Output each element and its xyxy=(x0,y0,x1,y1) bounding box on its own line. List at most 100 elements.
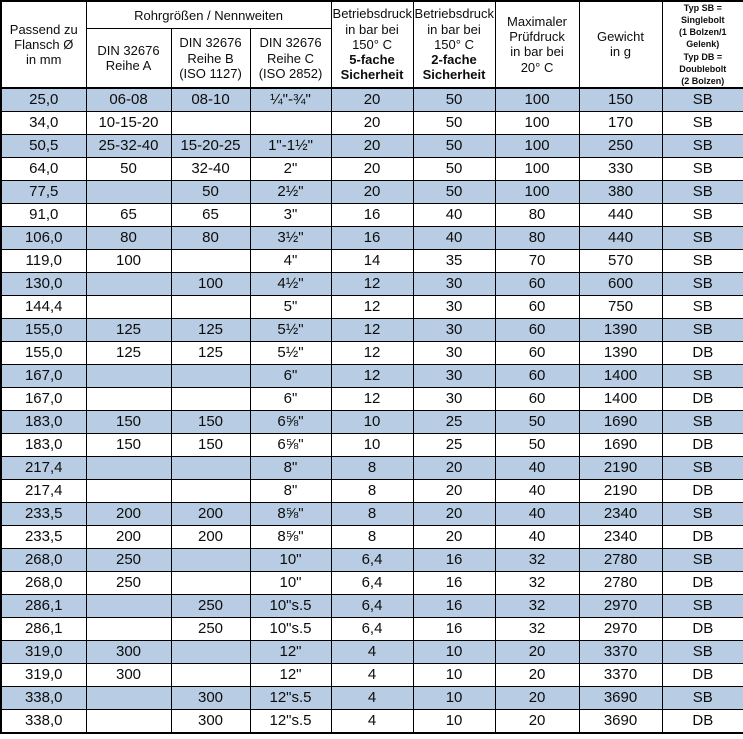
table-cell: 30 xyxy=(412,294,496,319)
table-cell: 6" xyxy=(249,363,332,388)
table-cell xyxy=(85,271,172,296)
table-cell: 12 xyxy=(330,317,414,342)
table-cell xyxy=(170,570,251,595)
table-cell: 20 xyxy=(494,662,580,687)
table-cell: 30 xyxy=(412,271,496,296)
table-row: 25,0 06-08 08-10 ¼"-¾" 20 50 100 150 SB xyxy=(0,87,743,112)
table-cell: 2190 xyxy=(578,478,663,503)
table-cell: 200 xyxy=(170,524,251,549)
table-cell: 2340 xyxy=(578,501,663,526)
table-cell: SB xyxy=(661,248,743,273)
table-cell: SB xyxy=(661,202,743,227)
table-cell: 570 xyxy=(578,248,663,273)
table-cell: 155,0 xyxy=(0,340,87,365)
table-cell: DB xyxy=(661,570,743,595)
table-cell: 250 xyxy=(170,593,251,618)
table-cell: 25-32-40 xyxy=(85,133,172,158)
table-row: 106,0 80 80 3½" 16 40 80 440 SB xyxy=(0,225,743,250)
table-cell: 30 xyxy=(412,386,496,411)
table-cell xyxy=(170,662,251,687)
table-cell: 50,5 xyxy=(0,133,87,158)
table-cell: 286,1 xyxy=(0,593,87,618)
table-cell: 30 xyxy=(412,340,496,365)
header-gewicht: Gewicht in g xyxy=(578,0,663,89)
table-cell: 8⅝" xyxy=(249,524,332,549)
table-cell: 300 xyxy=(170,708,251,734)
header-typ: Typ SB = Singlebolt (1 Bolzen/1 Gelenk) … xyxy=(661,0,743,89)
table-cell: 1400 xyxy=(578,363,663,388)
table-cell: 12 xyxy=(330,340,414,365)
table-cell: 8 xyxy=(330,478,414,503)
table-cell: 80 xyxy=(494,202,580,227)
table-cell: DB xyxy=(661,524,743,549)
table-cell: 130,0 xyxy=(0,271,87,296)
table-header: Passend zu Flansch Ø in mm Rohrgrößen / … xyxy=(0,0,743,89)
header-flansch: Passend zu Flansch Ø in mm xyxy=(0,0,87,89)
table-body: 25,0 06-08 08-10 ¼"-¾" 20 50 100 150 SB 34,0 10-15… xyxy=(0,87,743,734)
table-cell: 32 xyxy=(494,547,580,572)
table-cell: SB xyxy=(661,317,743,342)
table-cell: 10"s.5 xyxy=(249,616,332,641)
table-row: 268,0 250 10" 6,4 16 32 2780 DB xyxy=(0,570,743,595)
table-cell: 20 xyxy=(412,524,496,549)
table-cell: 16 xyxy=(330,225,414,250)
table-row: 64,0 50 32-40 2" 20 50 100 330 SB xyxy=(0,156,743,181)
header-flansch-label: Passend zu Flansch Ø in mm xyxy=(9,21,78,68)
table-cell: SB xyxy=(661,225,743,250)
table-cell: 30 xyxy=(412,363,496,388)
table-cell: 60 xyxy=(494,317,580,342)
table-cell: 15-20-25 xyxy=(170,133,251,158)
table-cell: 100 xyxy=(170,271,251,296)
table-cell: 150 xyxy=(170,409,251,434)
table-cell: 50 xyxy=(412,179,496,204)
table-cell: 440 xyxy=(578,225,663,250)
table-cell: 1"-1½" xyxy=(249,133,332,158)
table-row: 338,0 300 12"s.5 4 10 20 3690 DB xyxy=(0,708,743,734)
table-row: 34,0 10-15-20 20 50 100 170 SB xyxy=(0,110,743,135)
table-cell: 4" xyxy=(249,248,332,273)
table-cell: 20 xyxy=(330,133,414,158)
table-cell: 20 xyxy=(494,639,580,664)
table-cell: 4½" xyxy=(249,271,332,296)
table-row: 77,5 50 2½" 20 50 100 380 SB xyxy=(0,179,743,204)
table-cell xyxy=(170,547,251,572)
table-cell: 50 xyxy=(170,179,251,204)
table-cell: 40 xyxy=(412,225,496,250)
table-cell: 100 xyxy=(494,156,580,181)
table-cell: 16 xyxy=(412,593,496,618)
table-cell: 5" xyxy=(249,294,332,319)
table-cell: 60 xyxy=(494,363,580,388)
header-betriebsdruck-2fach-top: Betriebsdruck in bar bei 150° C xyxy=(414,6,495,52)
table-cell: 10 xyxy=(412,639,496,664)
table-cell: 20 xyxy=(330,179,414,204)
table-cell: 100 xyxy=(85,248,172,273)
table-cell: 217,4 xyxy=(0,455,87,480)
table-row: 50,5 25-32-40 15-20-25 1"-1½" 20 50 100 250 SB xyxy=(0,133,743,158)
table-cell: 300 xyxy=(170,685,251,710)
table-cell: SB xyxy=(661,363,743,388)
table-cell: 20 xyxy=(412,478,496,503)
table-row: 319,0 300 12" 4 10 20 3370 SB xyxy=(0,639,743,664)
table-cell xyxy=(170,455,251,480)
table-cell: SB xyxy=(661,685,743,710)
table-cell: 2340 xyxy=(578,524,663,549)
table-cell: 6" xyxy=(249,386,332,411)
table-cell xyxy=(170,363,251,388)
table-cell: 12 xyxy=(330,386,414,411)
table-cell: 25 xyxy=(412,409,496,434)
table-cell: 50 xyxy=(412,133,496,158)
table-cell: 4 xyxy=(330,662,414,687)
table-cell: DB xyxy=(661,616,743,641)
table-cell: 80 xyxy=(170,225,251,250)
table-cell: 100 xyxy=(494,87,580,112)
table-row: 144,4 5" 12 30 60 750 SB xyxy=(0,294,743,319)
table-cell: 3370 xyxy=(578,662,663,687)
table-cell: 8⅝" xyxy=(249,501,332,526)
table-cell: 08-10 xyxy=(170,87,251,112)
table-cell: 25 xyxy=(412,432,496,457)
table-row: 183,0 150 150 6⅝" 10 25 50 1690 SB xyxy=(0,409,743,434)
table-cell: 20 xyxy=(330,156,414,181)
table-cell xyxy=(170,478,251,503)
table-cell: 40 xyxy=(494,501,580,526)
